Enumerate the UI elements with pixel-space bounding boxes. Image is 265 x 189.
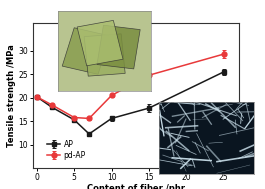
Y-axis label: Tensile strength /MPa: Tensile strength /MPa	[7, 44, 16, 147]
Legend: AP, pd-AP: AP, pd-AP	[45, 138, 87, 161]
FancyBboxPatch shape	[84, 34, 125, 76]
FancyBboxPatch shape	[62, 28, 110, 74]
FancyBboxPatch shape	[77, 20, 123, 66]
X-axis label: Content of fiber /phr: Content of fiber /phr	[87, 184, 185, 189]
FancyBboxPatch shape	[97, 25, 140, 69]
